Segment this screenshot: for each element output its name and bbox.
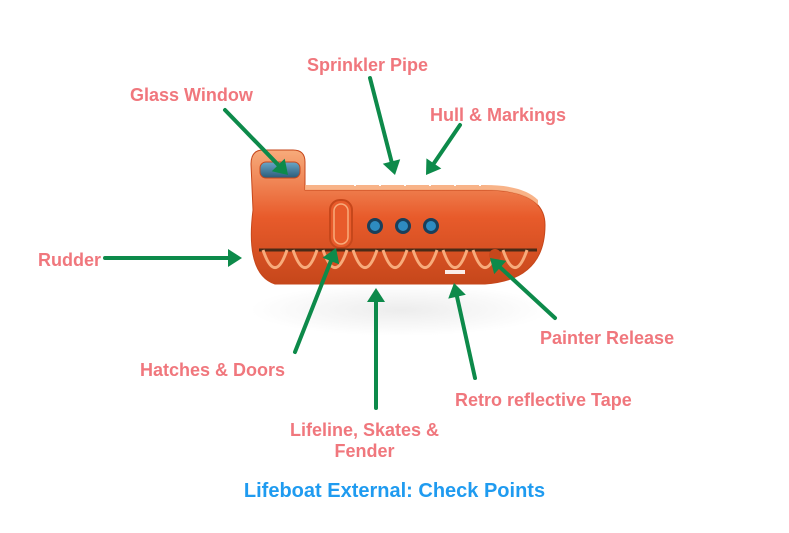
lifeline-loop bbox=[353, 250, 377, 268]
retro-tape-shape bbox=[445, 270, 465, 274]
lifeline-loop bbox=[473, 250, 497, 268]
glass-window-shape bbox=[260, 162, 300, 178]
lifeline-loop bbox=[503, 250, 527, 268]
label-hull-markings: Hull & Markings bbox=[430, 105, 566, 126]
painter-release-shape bbox=[489, 249, 501, 261]
lifeline-loop bbox=[293, 250, 317, 268]
lifeline-loop bbox=[263, 250, 287, 268]
lifeline-loop bbox=[323, 250, 347, 268]
porthole bbox=[367, 218, 383, 234]
hull bbox=[251, 150, 545, 284]
diagram-caption: Lifeboat External: Check Points bbox=[0, 480, 789, 503]
lifeline-loop bbox=[413, 250, 437, 268]
label-glass-window: Glass Window bbox=[130, 85, 253, 106]
porthole bbox=[395, 218, 411, 234]
hatch-door-shape bbox=[330, 200, 352, 248]
label-sprinkler-pipe: Sprinkler Pipe bbox=[307, 55, 428, 76]
label-hatches-doors: Hatches & Doors bbox=[140, 360, 285, 381]
lifeline-loop bbox=[443, 250, 467, 268]
sprinkler-pipe-shape bbox=[355, 178, 483, 186]
porthole bbox=[423, 218, 439, 234]
label-lifeline-skates: Lifeline, Skates & Fender bbox=[290, 420, 439, 461]
label-painter-release: Painter Release bbox=[540, 328, 674, 349]
lifeline-loop bbox=[383, 250, 407, 268]
label-rudder: Rudder bbox=[38, 250, 101, 271]
label-retro-tape: Retro reflective Tape bbox=[455, 390, 632, 411]
